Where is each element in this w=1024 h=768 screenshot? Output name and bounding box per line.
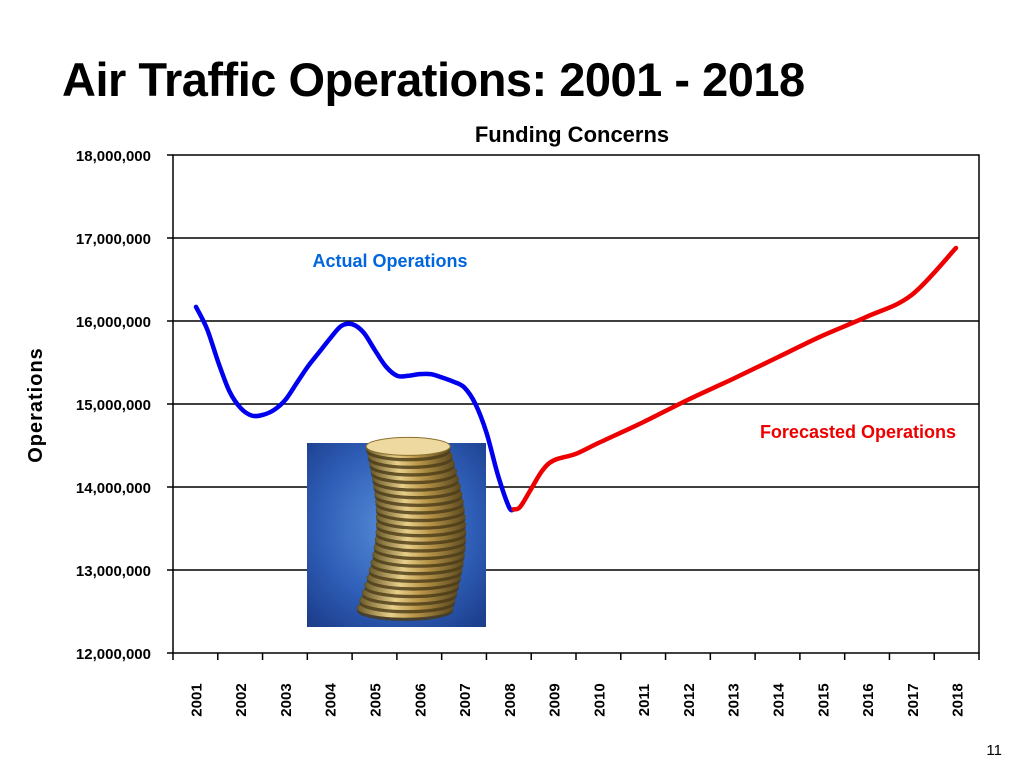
x-tick-label: 2002	[233, 683, 250, 716]
y-axis-label: Operations	[25, 347, 47, 463]
x-tick-label: 2004	[323, 683, 340, 717]
x-tick-label: 2014	[771, 683, 788, 717]
x-tick-label: 2013	[726, 683, 743, 716]
forecasted-operations-line	[511, 245, 959, 512]
x-tick-label: 2006	[412, 683, 429, 716]
y-tick-label: 16,000,000	[76, 314, 151, 331]
y-tick-label: 18,000,000	[76, 148, 151, 165]
y-tick-label: 14,000,000	[76, 480, 151, 497]
series-layer	[193, 245, 959, 513]
x-tick-label: 2003	[278, 683, 295, 716]
actual-operations-label: Actual Operations	[312, 251, 467, 271]
y-axis: 12,000,000 13,000,000 14,000,000 15,000,000…	[76, 148, 173, 663]
x-tick-label: 2017	[905, 683, 922, 716]
y-tick-label: 15,000,000	[76, 397, 151, 414]
x-tick-label: 2011	[636, 684, 653, 717]
y-tick-label: 12,000,000	[76, 646, 151, 663]
y-tick-label: 13,000,000	[76, 563, 151, 580]
actual-operations-line	[193, 304, 516, 513]
page-number: 11	[986, 742, 1002, 759]
x-tick-label: 2007	[457, 683, 474, 716]
slide-title: Air Traffic Operations: 2001 - 2018	[62, 53, 805, 106]
x-tick-label: 2016	[860, 683, 877, 716]
x-tick-label: 2008	[502, 683, 519, 716]
grid-lines	[173, 237, 979, 571]
x-tick-label: 2015	[815, 683, 832, 716]
x-tick-label: 2001	[188, 683, 205, 716]
forecasted-operations-label: Forecasted Operations	[760, 422, 956, 442]
x-tick-label: 2012	[681, 683, 698, 716]
chart-title: Funding Concerns	[475, 122, 669, 147]
x-tick-label: 2005	[368, 683, 385, 716]
x-tick-label: 2010	[591, 683, 608, 716]
stack-of-coins-photo	[307, 436, 486, 627]
x-axis: 2001 2002 2003 2004 2005 2006 2007 2008 2009 2010…	[172, 653, 980, 717]
x-tick-label: 2018	[950, 683, 967, 716]
y-tick-label: 17,000,000	[76, 231, 151, 248]
x-tick-label: 2009	[547, 683, 564, 716]
